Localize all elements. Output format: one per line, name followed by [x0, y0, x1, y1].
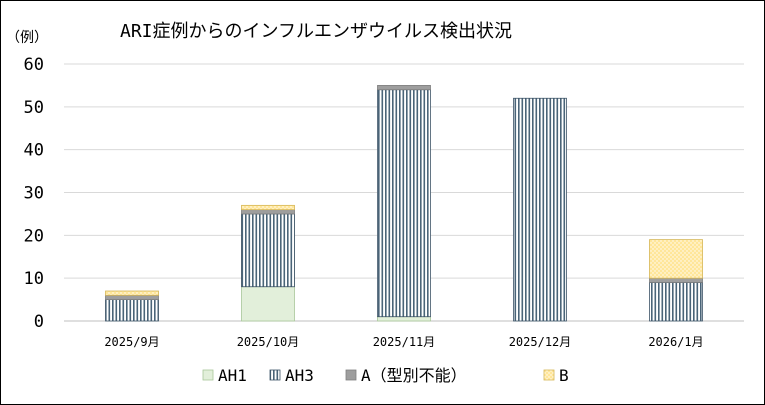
x-tick-label: 2026/1月	[648, 335, 703, 349]
bar-segment	[105, 294, 159, 300]
legend-label: AH1	[218, 366, 247, 385]
legend-swatch	[543, 369, 555, 381]
y-tick-label: 60	[24, 55, 44, 75]
bar-segment	[649, 239, 703, 279]
legend: AH1 AH3 A（型別不能） B	[202, 366, 569, 385]
bar-segment	[105, 290, 159, 296]
bar-segment	[241, 209, 295, 215]
bar-segment	[105, 299, 159, 322]
x-axis-ticks: 2025/9月 2025/10月 2025/11月 2025/12月 2026/1月	[104, 335, 703, 349]
legend-swatch	[345, 369, 357, 381]
bar-segment	[513, 97, 567, 322]
y-tick-label: 10	[24, 269, 44, 289]
bars	[105, 85, 703, 322]
bar-segment	[649, 282, 703, 322]
y-axis-ticks: 0 10 20 30 40 50 60	[24, 55, 44, 332]
chart-title: ARI症例からのインフルエンザウイルス検出状況	[120, 21, 512, 42]
y-tick-label: 0	[34, 312, 44, 332]
legend-swatch	[202, 369, 214, 381]
legend-label: B	[559, 366, 569, 385]
bar-segment	[377, 89, 431, 318]
y-tick-label: 40	[24, 141, 44, 161]
bar-segment	[649, 277, 703, 283]
legend-label: A（型別不能）	[361, 366, 467, 385]
y-tick-label: 50	[24, 98, 44, 118]
x-tick-label: 2025/11月	[373, 335, 436, 349]
y-axis-unit-label: （例）	[6, 30, 48, 46]
bar-segment	[241, 204, 295, 211]
bar-segment	[241, 213, 295, 288]
bar-segment	[241, 286, 295, 322]
legend-label: AH3	[285, 366, 314, 385]
legend-swatch	[269, 369, 281, 381]
bar-segment	[377, 316, 431, 322]
x-tick-label: 2025/9月	[104, 335, 159, 349]
y-tick-label: 20	[24, 226, 44, 246]
x-tick-label: 2025/10月	[237, 335, 300, 349]
bar-segment	[377, 85, 431, 91]
x-tick-label: 2025/12月	[509, 335, 572, 349]
y-tick-label: 30	[24, 184, 44, 204]
